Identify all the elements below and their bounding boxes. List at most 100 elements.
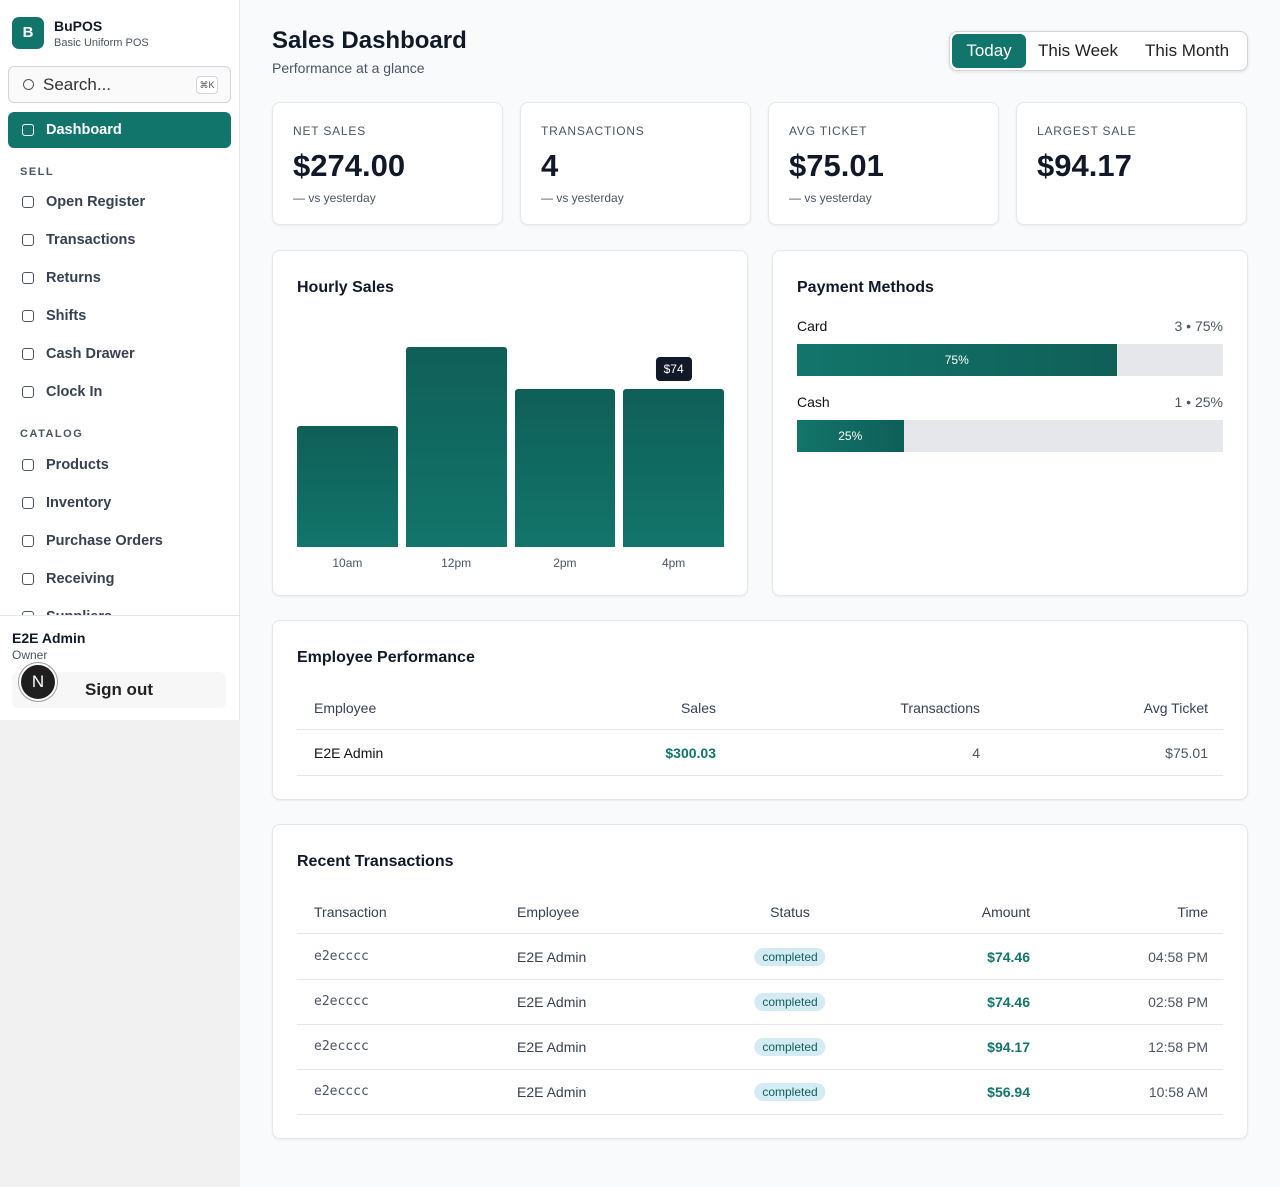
status-badge: completed	[754, 1083, 826, 1101]
nav-item[interactable]	[8, 112, 231, 148]
column-header: Avg Ticket	[1143, 700, 1208, 716]
x-label: 4pm	[661, 556, 686, 570]
x-label: 12pm	[441, 556, 472, 570]
column-header: Sales	[680, 700, 716, 716]
kpi-label: LARGEST SALE	[1037, 124, 1137, 138]
row-divider	[297, 1069, 1223, 1070]
column-header: Employee	[517, 904, 580, 920]
divider	[0, 615, 239, 616]
user-role: Owner	[12, 648, 48, 662]
logo: B	[12, 17, 44, 49]
kpi-value: $274.00	[293, 148, 406, 183]
range-button[interactable]: This Week	[1026, 34, 1130, 68]
nav-icon	[22, 611, 34, 615]
status-badge: completed	[754, 993, 826, 1011]
card-title: Employee Performance	[297, 649, 475, 666]
recent-transactions-card: Recent Transactions Transaction Employee St…	[272, 824, 1248, 1139]
column-header: Amount	[981, 904, 1030, 920]
nav-item[interactable]	[8, 599, 231, 615]
nav-icon	[22, 535, 34, 547]
nav-icon	[22, 196, 34, 208]
cell: E2E Admin	[314, 745, 384, 761]
bar-tooltip: $74	[655, 356, 692, 381]
range-label: This Month	[1144, 41, 1230, 60]
kpi-note: — vs yesterday	[293, 191, 376, 205]
bar-track: 75%	[797, 344, 1223, 376]
kpi-value: 4	[541, 148, 559, 183]
bar	[405, 347, 507, 547]
cell: 02:58 PM	[1148, 994, 1208, 1010]
nav-item[interactable]	[8, 374, 231, 410]
kpi-value: $75.01	[789, 148, 884, 183]
cell: E2E Admin	[517, 949, 587, 965]
method-summary: 3 • 75%	[1174, 318, 1224, 334]
page-subtitle: Performance at a glance	[272, 60, 425, 76]
shortcut: ⌘K	[199, 80, 215, 90]
nav-icon	[22, 386, 34, 398]
cell: $56.94	[987, 1084, 1030, 1100]
bar-fill: 25%	[797, 420, 904, 452]
range-button[interactable]: This Month	[1130, 34, 1244, 68]
sign-out-label: Sign out	[85, 680, 153, 699]
kpi-note: — vs yesterday	[789, 191, 872, 205]
nav-label: Inventory	[46, 495, 112, 511]
cell: 04:58 PM	[1148, 949, 1208, 965]
nav-item[interactable]	[8, 260, 231, 296]
payment-methods-card: Payment Methods Card 3 • 75% 75% Cash 1 • 25%…	[772, 250, 1248, 596]
avatar: N	[19, 663, 57, 701]
nav-label: Dashboard	[46, 122, 122, 138]
row-divider	[297, 729, 1223, 730]
cell: $74.46	[987, 949, 1030, 965]
card-title: Recent Transactions	[297, 853, 454, 870]
nav-icon	[22, 459, 34, 471]
kpi-card: AVG TICKET $75.01 — vs yesterday	[768, 102, 999, 225]
cell: e2ecccc	[314, 949, 369, 964]
nav-icon	[22, 234, 34, 246]
nav-section-title: CATALOG	[20, 428, 84, 440]
range-toggle: Today This Week This Month	[949, 31, 1248, 71]
row-divider	[297, 979, 1223, 980]
cell: $75.01	[1165, 745, 1208, 761]
nav-label: Clock In	[46, 384, 103, 400]
cell: e2ecccc	[314, 1084, 369, 1099]
nav-item[interactable]	[8, 447, 231, 483]
nav-item[interactable]	[8, 298, 231, 334]
cell: 10:58 AM	[1148, 1084, 1208, 1100]
kpi-card: LARGEST SALE $94.17	[1016, 102, 1247, 225]
nav-label: Cash Drawer	[46, 346, 135, 362]
card-title: Payment Methods	[797, 279, 934, 296]
employee-performance-card: Employee Performance Employee Sales Transac…	[272, 620, 1248, 800]
bar-label: 75%	[944, 353, 969, 367]
kpi-card: NET SALES $274.00 — vs yesterday	[272, 102, 503, 225]
cell: 12:58 PM	[1148, 1039, 1208, 1055]
method-name: Cash	[797, 394, 830, 410]
range-button[interactable]: Today	[952, 34, 1026, 68]
nav-item[interactable]	[8, 485, 231, 521]
x-label: 10am	[332, 556, 363, 570]
method-name: Card	[797, 318, 828, 334]
nav-scroll: Dashboard SELL Open Register Transactions Re…	[0, 0, 239, 615]
search-icon	[23, 79, 34, 90]
search-box[interactable]: Search... ⌘K	[8, 66, 231, 103]
cell: $300.03	[665, 745, 716, 761]
cell: E2E Admin	[517, 1039, 587, 1055]
cell: e2ecccc	[314, 994, 369, 1009]
bar-label: 25%	[838, 429, 863, 443]
bar	[514, 388, 616, 547]
page-title: Sales Dashboard	[272, 27, 467, 54]
nav-item[interactable]	[8, 561, 231, 597]
search-placeholder: Search...	[43, 75, 112, 94]
cell: $74.46	[987, 994, 1030, 1010]
kpi-label: NET SALES	[293, 124, 367, 138]
avatar-letter: N	[31, 672, 45, 691]
nav-icon	[22, 573, 34, 585]
cell: $94.17	[987, 1039, 1030, 1055]
nav-label: Transactions	[46, 232, 136, 248]
logo-letter: B	[22, 24, 34, 41]
column-header: Transaction	[314, 904, 387, 920]
nav-label: Shifts	[46, 308, 87, 324]
bar-fill: 75%	[797, 344, 1117, 376]
nav-section-title: SELL	[20, 166, 55, 178]
bar-track: 25%	[797, 420, 1223, 452]
